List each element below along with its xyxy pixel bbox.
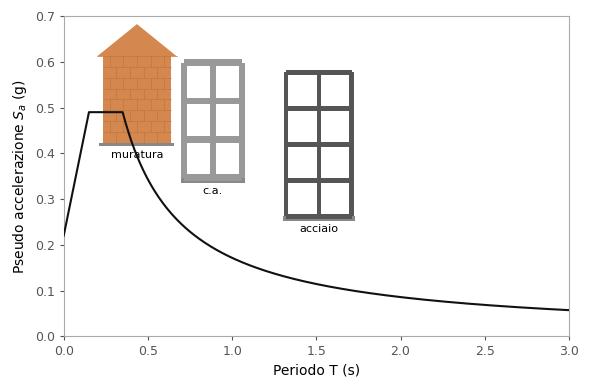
Bar [317, 72, 321, 216]
Bar [283, 216, 355, 221]
Text: c.a.: c.a. [202, 186, 223, 196]
Bar [284, 72, 289, 216]
Y-axis label: Pseudo accelerazione $S_a$ (g): Pseudo accelerazione $S_a$ (g) [11, 79, 29, 273]
Bar [286, 178, 352, 183]
Bar [183, 63, 242, 178]
Bar [286, 106, 352, 111]
Bar [349, 72, 354, 216]
X-axis label: Periodo T (s): Periodo T (s) [273, 364, 360, 378]
Bar [183, 98, 242, 104]
Bar [181, 63, 186, 178]
Text: muratura: muratura [111, 150, 163, 159]
Bar [210, 63, 216, 178]
Bar [286, 142, 352, 147]
Text: acciaio: acciaio [299, 224, 338, 234]
Bar [286, 214, 352, 219]
Bar [183, 59, 242, 66]
Bar [181, 178, 245, 182]
Polygon shape [97, 24, 176, 56]
Bar [286, 72, 352, 216]
Bar [286, 70, 352, 75]
Bar [239, 63, 245, 178]
Bar [183, 136, 242, 143]
Bar [103, 56, 171, 143]
Bar [100, 143, 175, 146]
Bar [183, 174, 242, 181]
